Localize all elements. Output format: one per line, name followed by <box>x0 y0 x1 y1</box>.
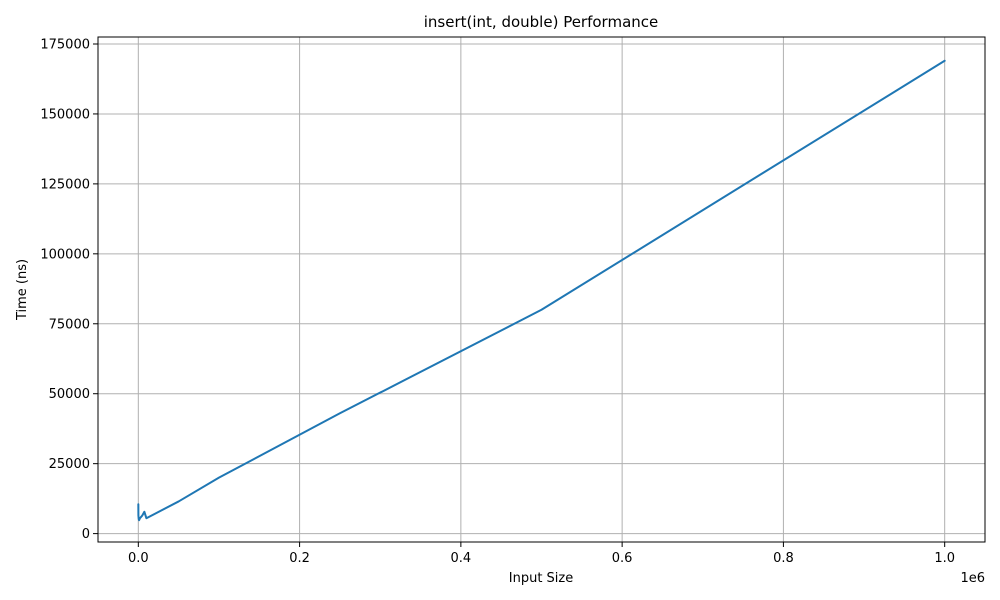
chart-title: insert(int, double) Performance <box>424 13 659 31</box>
y-axis-label: Time (ns) <box>15 259 30 321</box>
series-line <box>137 59 946 522</box>
x-axis-offset-label: 1e6 <box>960 571 985 586</box>
y-tick-label: 150000 <box>40 107 90 122</box>
x-tick-label: 0.0 <box>128 551 149 566</box>
series-layer <box>137 59 946 522</box>
y-tick-label: 75000 <box>49 317 90 332</box>
x-tick-label: 0.6 <box>612 551 633 566</box>
y-tick-label: 175000 <box>40 37 90 52</box>
x-axis-ticks: 0.0 0.2 0.4 0.6 0.8 1.0 <box>128 542 955 566</box>
plot-frame <box>97 36 986 543</box>
y-tick-label: 25000 <box>49 457 90 472</box>
y-tick-label: 100000 <box>40 247 90 262</box>
x-tick-label: 1.0 <box>934 551 955 566</box>
x-tick-label: 0.4 <box>451 551 472 566</box>
y-tick-label: 50000 <box>49 387 90 402</box>
y-tick-label: 125000 <box>40 177 90 192</box>
x-axis-label: Input Size <box>509 571 573 586</box>
x-tick-label: 0.2 <box>289 551 310 566</box>
x-tick-label: 0.8 <box>773 551 794 566</box>
y-tick-label: 0 <box>82 527 90 542</box>
grid-lines <box>98 37 985 542</box>
y-axis-ticks: 0 25000 50000 75000 100000 125000 150000 175000 <box>40 37 98 542</box>
